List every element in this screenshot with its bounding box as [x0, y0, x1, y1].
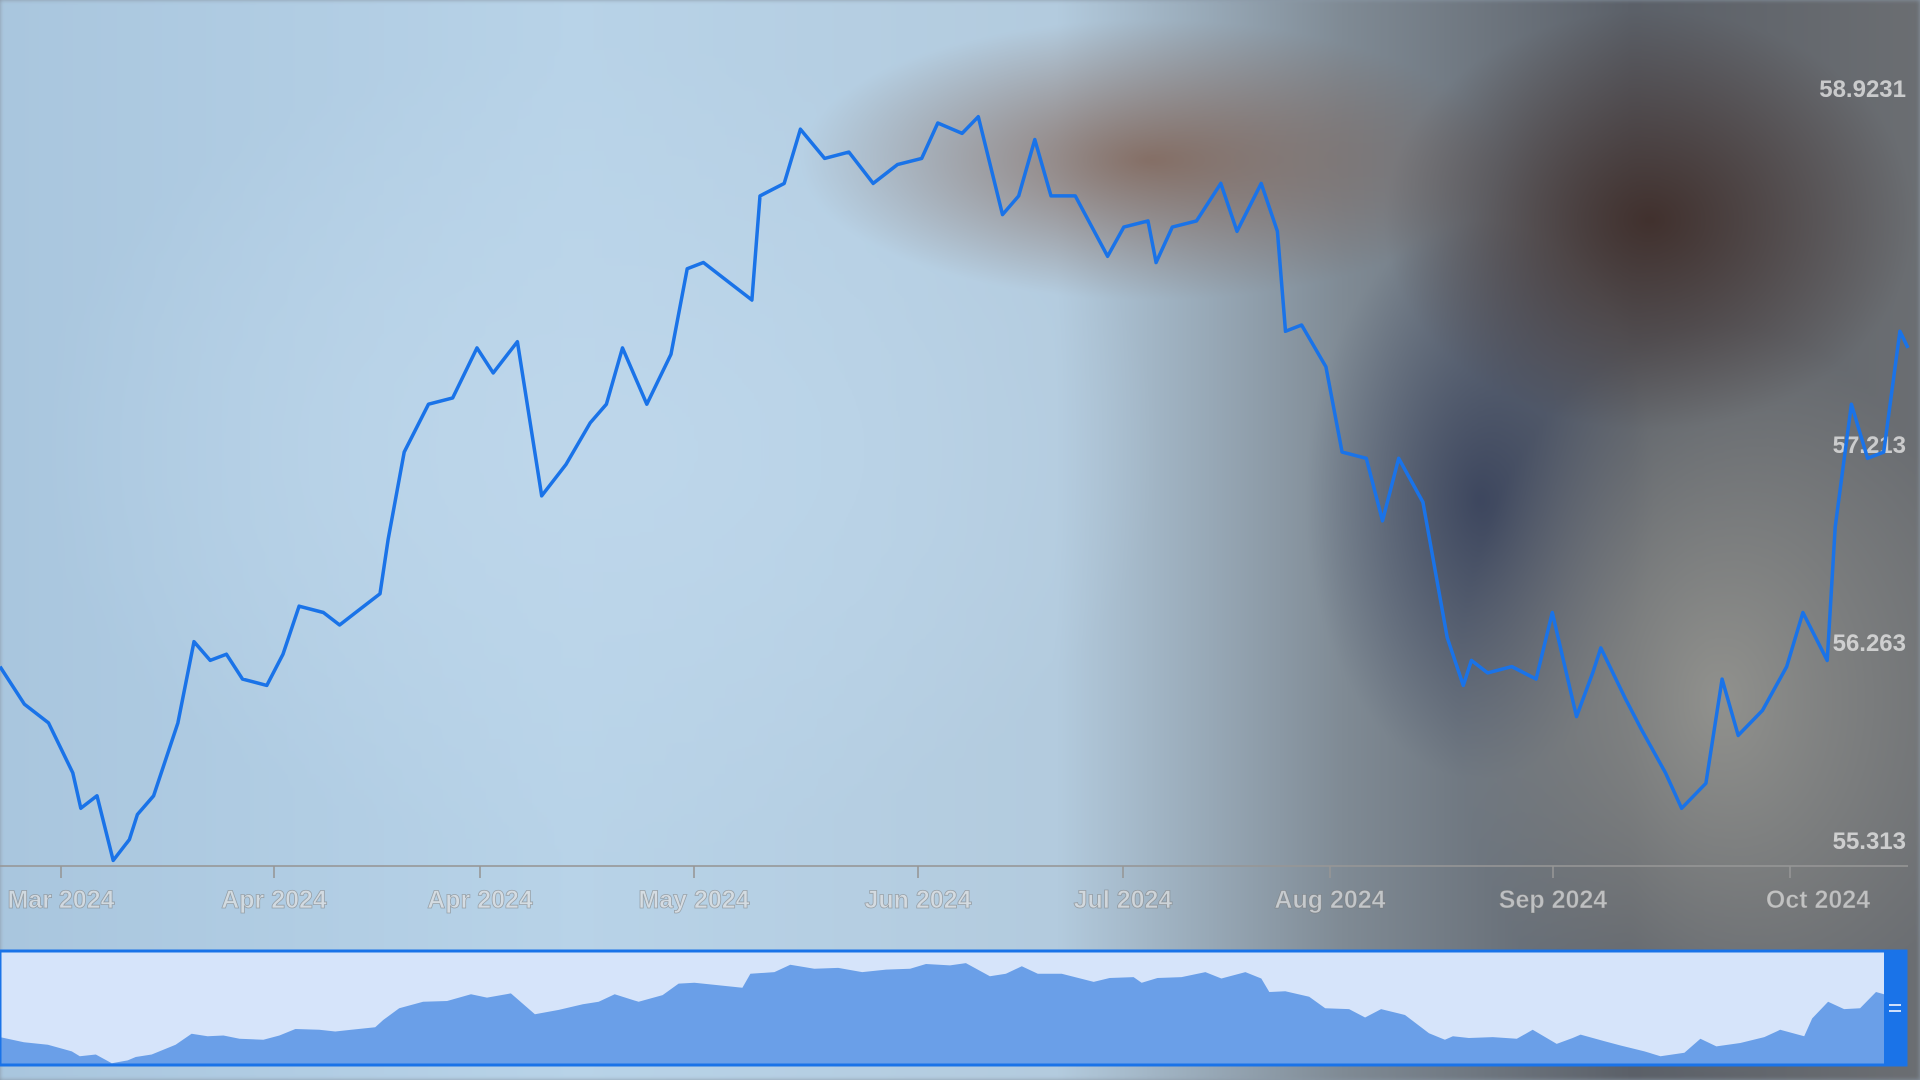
x-axis: Mar 2024 Apr 2024 Apr 2024 May 2024 Jun … — [7, 866, 1871, 914]
navigator-right-handle[interactable] — [1884, 951, 1906, 1065]
x-tick-label: Apr 2024 — [221, 886, 327, 914]
x-tick-label: Mar 2024 — [7, 886, 114, 914]
navigator[interactable] — [0, 949, 1908, 1067]
x-tick-label: Jul 2024 — [1074, 886, 1173, 914]
y-tick-label: 58.9231 — [1819, 76, 1906, 103]
y-axis: 58.9231 57.213 56.263 55.313 — [1819, 76, 1906, 855]
navigator-area — [0, 963, 1884, 1064]
y-tick-label: 56.263 — [1833, 630, 1906, 657]
x-tick-label: Aug 2024 — [1274, 886, 1385, 914]
x-tick-label: Oct 2024 — [1766, 886, 1870, 914]
x-tick-label: Sep 2024 — [1499, 886, 1608, 914]
x-tick-label: Jun 2024 — [864, 886, 971, 914]
y-tick-label: 55.313 — [1833, 828, 1906, 855]
x-tick-label: Apr 2024 — [427, 886, 533, 914]
series-line — [0, 114, 1910, 863]
data-points — [0, 116, 1909, 861]
x-tick-label: May 2024 — [638, 886, 749, 914]
